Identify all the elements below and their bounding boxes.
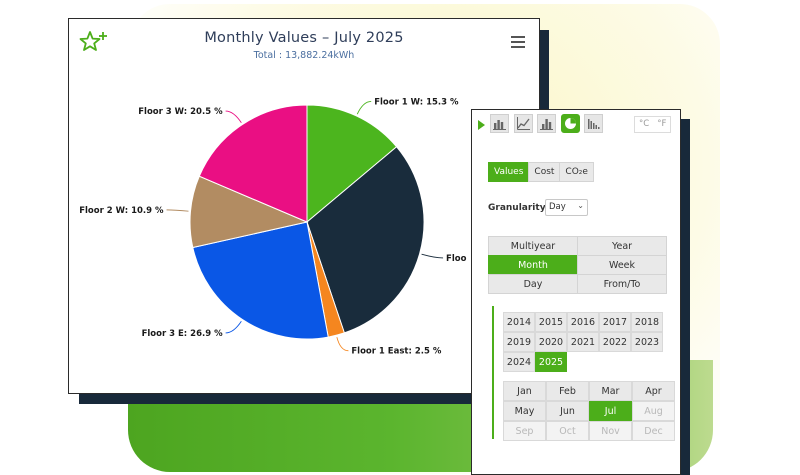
co2e-tab[interactable]: CO₂e <box>559 162 594 182</box>
month-sep: Sep <box>503 421 546 441</box>
year-2021[interactable]: 2021 <box>567 332 599 352</box>
year-2015[interactable]: 2015 <box>535 312 567 332</box>
period-from-to[interactable]: From/To <box>577 274 667 294</box>
month-jun[interactable]: Jun <box>546 401 589 421</box>
column-chart-button[interactable] <box>490 114 509 133</box>
value-type-selector: Values Cost CO₂e <box>488 162 594 182</box>
pie-chart-icon <box>565 118 576 129</box>
year-2016[interactable]: 2016 <box>567 312 599 332</box>
month-oct: Oct <box>546 421 589 441</box>
year-2023[interactable]: 2023 <box>631 332 663 352</box>
pie-label-3: Floor 3 E: 26.9 % <box>142 329 224 339</box>
year-2020[interactable]: 2020 <box>535 332 567 352</box>
line-chart-button[interactable] <box>514 114 533 133</box>
year-2022[interactable]: 2022 <box>599 332 631 352</box>
celsius-option[interactable]: °C <box>639 119 650 129</box>
month-jul[interactable]: Jul <box>589 401 632 421</box>
fahrenheit-option[interactable]: °F <box>657 119 667 129</box>
year-2025[interactable]: 2025 <box>535 352 567 372</box>
stacked-chart-icon <box>540 119 553 130</box>
granularity-label: Granularity <box>488 203 546 213</box>
chart-type-toolbar: °C °F <box>478 114 678 134</box>
favorite-star-add-icon[interactable] <box>79 29 109 55</box>
pie-label-0: Floor 1 W: 15.3 % <box>374 97 459 107</box>
month-selector: Jan Feb Mar Apr May Jun Jul Aug Sep Oct Nov Dec <box>503 381 678 441</box>
period-year[interactable]: Year <box>577 236 667 256</box>
year-2024[interactable]: 2024 <box>503 352 535 372</box>
column-chart-icon <box>493 120 506 130</box>
pie-slice-5[interactable] <box>198 104 308 223</box>
granularity-value: Day <box>549 202 566 212</box>
chart-title: Monthly Values – July 2025 <box>204 30 404 46</box>
pie-label-4: Floor 2 W: 10.9 % <box>79 206 164 216</box>
cost-tab[interactable]: Cost <box>528 162 561 182</box>
line-chart-icon <box>517 117 530 130</box>
pie-connector-0 <box>356 101 372 115</box>
year-2019[interactable]: 2019 <box>503 332 535 352</box>
play-icon[interactable] <box>478 120 485 130</box>
period-selector: Multiyear Year Month Week Day From/To <box>488 236 669 294</box>
period-day[interactable]: Day <box>488 274 578 294</box>
chevron-down-icon: ⌄ <box>577 201 584 210</box>
control-panel: °C °F Values Cost CO₂e Granularity Day ⌄… <box>471 109 681 475</box>
pie-connector-4 <box>166 209 189 212</box>
pie-slice-3[interactable] <box>192 221 329 340</box>
period-multiyear[interactable]: Multiyear <box>488 236 578 256</box>
month-nov: Nov <box>589 421 632 441</box>
pie-slice-0[interactable] <box>306 104 398 224</box>
chart-menu-icon[interactable] <box>511 36 525 48</box>
chart-card: Monthly Values – July 2025 Total : 13,88… <box>68 18 540 394</box>
pie-connector-2 <box>336 337 349 352</box>
period-week[interactable]: Week <box>577 255 667 275</box>
pie-chart: Floor 1 W: 15.3 % Floo Floor 1 East: 2.5 %… <box>79 97 467 357</box>
bar-series-button[interactable] <box>584 114 603 133</box>
pie-label-5: Floor 3 W: 20.5 % <box>138 107 223 117</box>
month-may[interactable]: May <box>503 401 546 421</box>
month-apr[interactable]: Apr <box>632 381 675 401</box>
chart-subtitle: Total : 13,882.24kWh <box>253 50 355 61</box>
pie-chart-button[interactable] <box>561 114 580 133</box>
pie-connector-3 <box>225 321 242 334</box>
temperature-unit-toggle[interactable]: °C °F <box>634 116 672 133</box>
year-2014[interactable]: 2014 <box>503 312 535 332</box>
bar-series-icon <box>588 119 600 129</box>
month-jan[interactable]: Jan <box>503 381 546 401</box>
pie-connector-1 <box>421 253 444 259</box>
month-aug: Aug <box>632 401 675 421</box>
granularity-select[interactable]: Day ⌄ <box>545 199 588 216</box>
selection-indicator-line <box>492 306 494 439</box>
pie-connector-5 <box>225 110 242 123</box>
year-2017[interactable]: 2017 <box>599 312 631 332</box>
year-2018[interactable]: 2018 <box>631 312 663 332</box>
month-dec: Dec <box>632 421 675 441</box>
values-tab[interactable]: Values <box>488 162 530 182</box>
pie-slice-1[interactable] <box>306 146 425 334</box>
month-feb[interactable]: Feb <box>546 381 589 401</box>
pie-slice-4[interactable] <box>189 175 309 249</box>
period-month[interactable]: Month <box>488 255 578 275</box>
stacked-chart-button[interactable] <box>537 114 556 133</box>
pie-label-1: Floo <box>446 254 467 264</box>
pie-label-2: Floor 1 East: 2.5 % <box>351 347 441 357</box>
year-selector: 2014 2015 2016 2017 2018 2019 2020 2021 2022 2023… <box>503 312 663 372</box>
month-mar[interactable]: Mar <box>589 381 632 401</box>
